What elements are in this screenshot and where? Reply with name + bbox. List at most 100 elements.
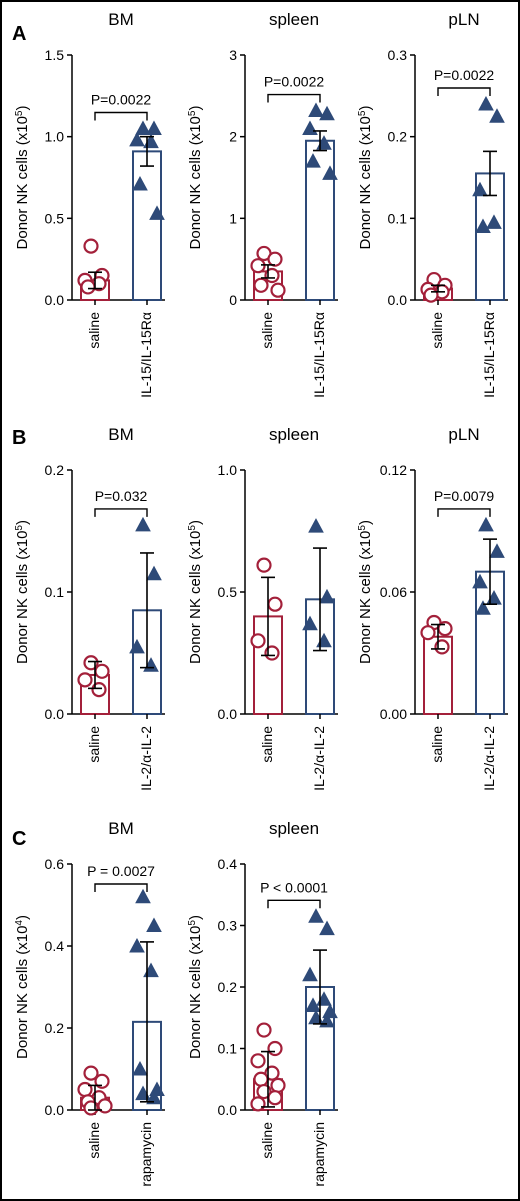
significance-bracket (437, 87, 491, 96)
y-axis-label-exponent: 5 (14, 110, 25, 116)
y-axis-label: Donor NK cells (x105) (14, 106, 32, 250)
data-point-triangle (132, 1060, 148, 1076)
y-tick-label: 0.2 (45, 462, 65, 478)
data-point-triangle (478, 516, 494, 532)
data-point-triangle (129, 638, 145, 654)
y-axis-label: Donor NK cells (x104) (14, 915, 32, 1059)
y-tick-label: 2 (229, 129, 237, 145)
y-axis-label-close: ) (357, 106, 374, 111)
y-tick-label: 0.0 (45, 1102, 65, 1118)
chart-c-spleen: spleen Donor NK cells (x105) 0.0 0.1 0.2 0.3 0… (187, 819, 338, 1187)
chart-b-pln: pLN Donor NK cells (x105) 0.00 0.06 0.12 sali… (357, 425, 508, 791)
data-point-triangle (308, 518, 324, 533)
data-point-triangle (322, 165, 338, 180)
p-value-label: P=0.032 (95, 488, 148, 504)
p-value-label: P < 0.0001 (260, 879, 328, 895)
data-point-circle (256, 557, 272, 573)
y-tick-label: 3 (229, 47, 237, 63)
p-value-label: P=0.0022 (434, 67, 495, 83)
y-tick-label: 0.4 (218, 856, 238, 872)
chart-title: BM (108, 10, 134, 29)
chart-a-spleen: spleen Donor NK cells (x105) 0 1 2 3 saline IL-… (187, 10, 338, 398)
y-axis-label-text: Donor NK cells (x10 (187, 531, 204, 664)
chart-b-bm: BM Donor NK cells (x105) 0.0 0.1 0.2 saline IL… (14, 425, 165, 791)
y-axis-label: Donor NK cells (x105) (357, 520, 375, 664)
y-axis-label-close: ) (187, 106, 204, 111)
category-label: saline (259, 726, 275, 763)
data-point-triangle (135, 516, 151, 532)
y-axis-label-text: Donor NK cells (x10 (357, 116, 374, 249)
y-axis-label: Donor NK cells (x105) (14, 520, 32, 664)
data-point-triangle (305, 997, 321, 1012)
significance-bracket (267, 899, 321, 909)
significance-bracket (267, 93, 321, 103)
data-point-circle (270, 1077, 286, 1094)
data-point-triangle (472, 573, 488, 589)
data-point-triangle (135, 120, 151, 135)
significance-bracket (94, 508, 148, 517)
category-label: saline (259, 312, 275, 349)
y-tick-label: 1.0 (45, 129, 65, 145)
significance-bracket (94, 111, 148, 121)
data-point-triangle (305, 153, 321, 168)
y-tick-label: 0.06 (380, 584, 407, 600)
data-point-circle (83, 238, 99, 254)
data-point-circle (270, 282, 286, 298)
data-point-triangle (319, 588, 335, 604)
data-point-circle (256, 1022, 272, 1038)
y-tick-label: 0.6 (45, 856, 65, 872)
y-tick-label: 0.2 (45, 1020, 65, 1036)
data-point-circle (267, 596, 283, 612)
panel-letter-a: A (12, 23, 26, 45)
data-point-circle (267, 1090, 283, 1106)
y-tick-label: 0.4 (45, 938, 65, 954)
chart-a-bm: BM Donor NK cells (x105) 0.0 0.5 1.0 1.5 salin… (14, 10, 165, 398)
y-tick-label: 1.5 (45, 47, 65, 63)
y-axis-label-close: ) (187, 915, 204, 920)
chart-c-bm: BM Donor NK cells (x104) 0.0 0.2 0.4 0.6 salin… (14, 819, 165, 1187)
y-tick-label: 0.0 (218, 1102, 238, 1118)
y-axis-label-exponent: 5 (357, 525, 368, 531)
y-axis-label-text: Donor NK cells (x10 (357, 531, 374, 664)
y-axis-label: Donor NK cells (x105) (187, 915, 205, 1059)
category-label: saline (86, 726, 102, 763)
p-value-label: P=0.0022 (264, 74, 325, 90)
data-point-triangle (135, 888, 151, 904)
data-point-triangle (146, 565, 162, 581)
data-point-circle (94, 1073, 110, 1089)
data-point-triangle (308, 908, 324, 923)
y-tick-label: 0.1 (388, 210, 408, 226)
y-tick-label: 1 (229, 210, 237, 226)
data-point-circle (250, 633, 266, 649)
y-axis-label-close: ) (14, 915, 31, 920)
data-point-triangle (129, 131, 145, 147)
y-tick-label: 0.2 (388, 129, 408, 145)
y-axis-label-exponent: 5 (187, 525, 198, 531)
data-point-triangle (308, 102, 324, 118)
category-label: IL-2/α-IL-2 (311, 726, 327, 791)
y-tick-label: 1.0 (218, 462, 238, 478)
data-point-circle (250, 1096, 266, 1112)
p-value-label: P = 0.0027 (87, 863, 155, 879)
y-axis-label-close: ) (357, 520, 374, 525)
y-axis-label-exponent: 5 (357, 110, 368, 116)
category-label: IL-2/α-IL-2 (138, 726, 154, 791)
data-point-triangle (302, 966, 318, 982)
y-tick-label: 0.12 (380, 462, 407, 478)
y-tick-label: 0.0 (218, 706, 238, 722)
data-point-triangle (486, 214, 502, 229)
panel-letter-b: B (12, 427, 26, 449)
y-tick-label: 0.0 (388, 292, 408, 308)
category-label: saline (86, 1122, 102, 1159)
p-value-label: P=0.0022 (91, 92, 152, 108)
data-point-circle (97, 1098, 113, 1114)
y-axis-label-text: Donor NK cells (x10 (14, 926, 31, 1059)
chart-b-spleen: spleen Donor NK cells (x105) 0.0 0.5 1.0 sali… (187, 425, 338, 791)
y-axis-label-close: ) (14, 106, 31, 111)
data-point-circle (423, 287, 439, 303)
chart-title: spleen (269, 10, 319, 29)
chart-title: spleen (269, 819, 319, 838)
p-value-label: P=0.0079 (434, 488, 495, 504)
